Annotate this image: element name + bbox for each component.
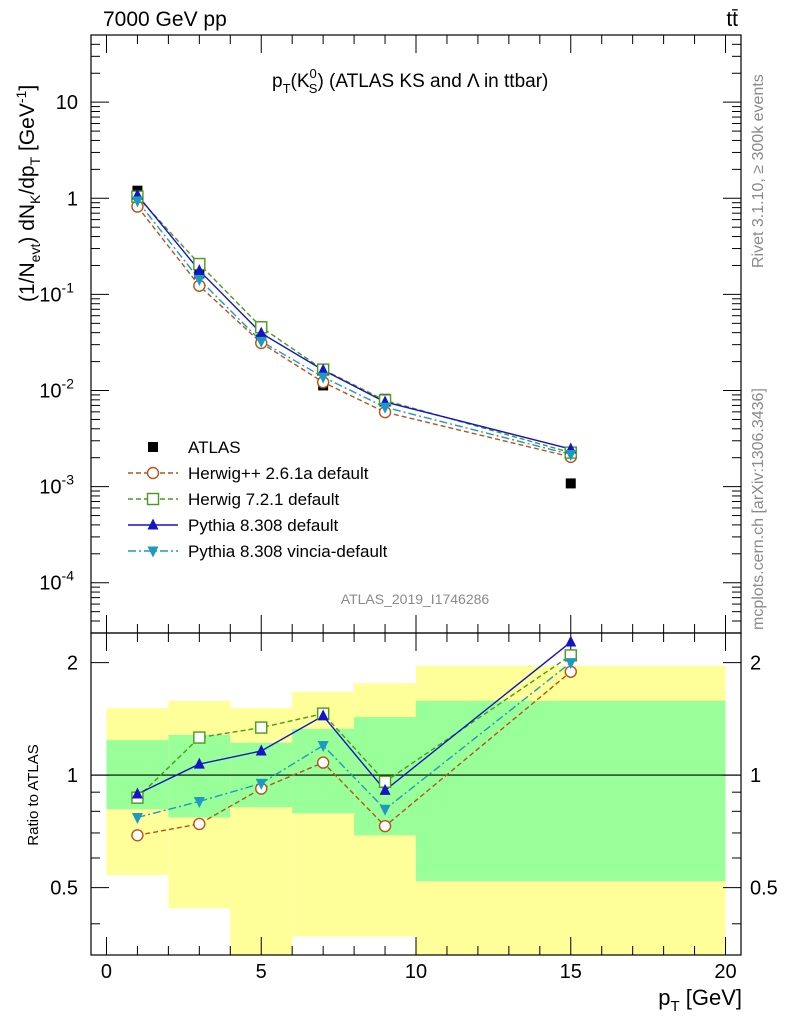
- ratio-series-line-1: [136, 654, 572, 799]
- ratio-point-series-3: [255, 778, 267, 790]
- ratio-point-series-3: [565, 658, 577, 670]
- main-point-series-3: [255, 326, 267, 338]
- legend-entry-label: Pythia 8.308 vincia-default: [188, 542, 388, 561]
- x-tick-label: 5: [256, 961, 267, 983]
- ratio-point-series-3: [317, 740, 329, 752]
- ratio-point-series-2: [565, 635, 577, 647]
- legend-marker: [146, 492, 160, 506]
- ratio-y-tick-label-right: 1: [750, 765, 761, 787]
- ratio-y-tick-label-left: 1: [67, 765, 78, 787]
- x-tick-label: 15: [560, 961, 582, 983]
- legend-entry-label: ATLAS: [188, 438, 241, 457]
- ratio-y-tick-label-right: 0.5: [750, 878, 778, 900]
- ratio-point-series-0: [378, 819, 392, 833]
- ratio-y-tick-label-right: 2: [750, 653, 761, 675]
- ratio-y-axis-title: Ratio to ATLAS: [25, 744, 42, 845]
- ratio-point-series-3: [379, 804, 391, 816]
- main-point-series-3: [193, 264, 205, 276]
- main-point-series-3: [317, 363, 329, 375]
- legend-marker: [147, 518, 159, 530]
- rivet-label: Rivet 3.1.10, ≥ 300k events: [750, 74, 767, 268]
- ratio-point-series-2: [131, 787, 143, 799]
- ratio-series-line-3: [137, 662, 572, 819]
- ratio-point-series-0: [316, 756, 330, 769]
- main-series-line-3: [136, 194, 571, 450]
- main-y-tick-label: 10-4: [39, 568, 74, 595]
- legend-entry-label: Pythia 8.308 default: [188, 516, 339, 535]
- ratio-y-tick-label-left: 0.5: [50, 878, 78, 900]
- ratio-point-series-2: [255, 744, 267, 756]
- main-series-line-2: [136, 196, 571, 454]
- ratio-point-series-3: [131, 812, 143, 824]
- ratio-series-line-2: [137, 641, 572, 795]
- x-tick-label: 20: [714, 961, 736, 983]
- main-point-series-4: [193, 274, 205, 286]
- main-point-series-0: [565, 478, 576, 489]
- ratio-point-series-0: [193, 817, 206, 831]
- legend-entry-label: Herwig 7.2.1 default: [188, 490, 339, 509]
- main-point-series-4: [379, 402, 391, 414]
- main-point-series-4: [317, 372, 329, 384]
- x-tick-label: 10: [405, 961, 427, 983]
- ratio-point-series-2: [317, 709, 329, 721]
- legend-marker: [148, 442, 158, 452]
- legend-entry-label: Herwig++ 2.6.1a default: [188, 464, 369, 483]
- main-y-tick-label: 10-2: [39, 376, 74, 403]
- energy-label: 7000 GeV pp: [103, 8, 227, 31]
- mcplots-label: mcplots.cern.ch [arXiv:1306.3436]: [750, 388, 767, 630]
- x-axis-title: pT [GeV]: [658, 985, 742, 1015]
- ratio-point-series-1: [255, 721, 268, 734]
- main-y-tick-label: 10: [56, 92, 78, 114]
- main-point-series-4: [131, 196, 143, 208]
- main-series-line-1: [136, 206, 571, 458]
- ratio-point-series-2: [193, 757, 205, 769]
- main-y-axis-title: (1/Nevt) dNK/dpT [GeV-1]: [13, 85, 43, 302]
- analysis-watermark: ATLAS_2019_I1746286: [341, 591, 490, 607]
- ratio-point-series-3: [193, 796, 205, 808]
- main-series-line-4: [136, 200, 571, 456]
- ratio-point-series-0: [131, 829, 144, 842]
- legend-marker: [147, 546, 159, 558]
- ratio-band-inner-5: [416, 700, 726, 882]
- chart-title: pT(K0 S) (ATLAS KS and Λ in ttbar): [272, 66, 548, 96]
- ratio-point-series-2: [379, 783, 391, 795]
- main-point-series-4: [255, 336, 267, 348]
- ratio-plot-frame: [90, 632, 742, 956]
- main-point-series-4: [565, 449, 577, 461]
- ratio-y-tick-label-left: 2: [67, 653, 78, 675]
- x-tick-label: 0: [101, 961, 112, 983]
- legend-marker: [146, 466, 160, 480]
- ratio-series-line-0: [137, 671, 572, 836]
- main-y-tick-label: 10-1: [39, 279, 74, 306]
- main-y-tick-label: 10-3: [39, 472, 74, 499]
- main-y-tick-label: 1: [67, 188, 78, 210]
- ratio-point-series-1: [193, 731, 206, 744]
- process-label: tt̄: [726, 8, 738, 31]
